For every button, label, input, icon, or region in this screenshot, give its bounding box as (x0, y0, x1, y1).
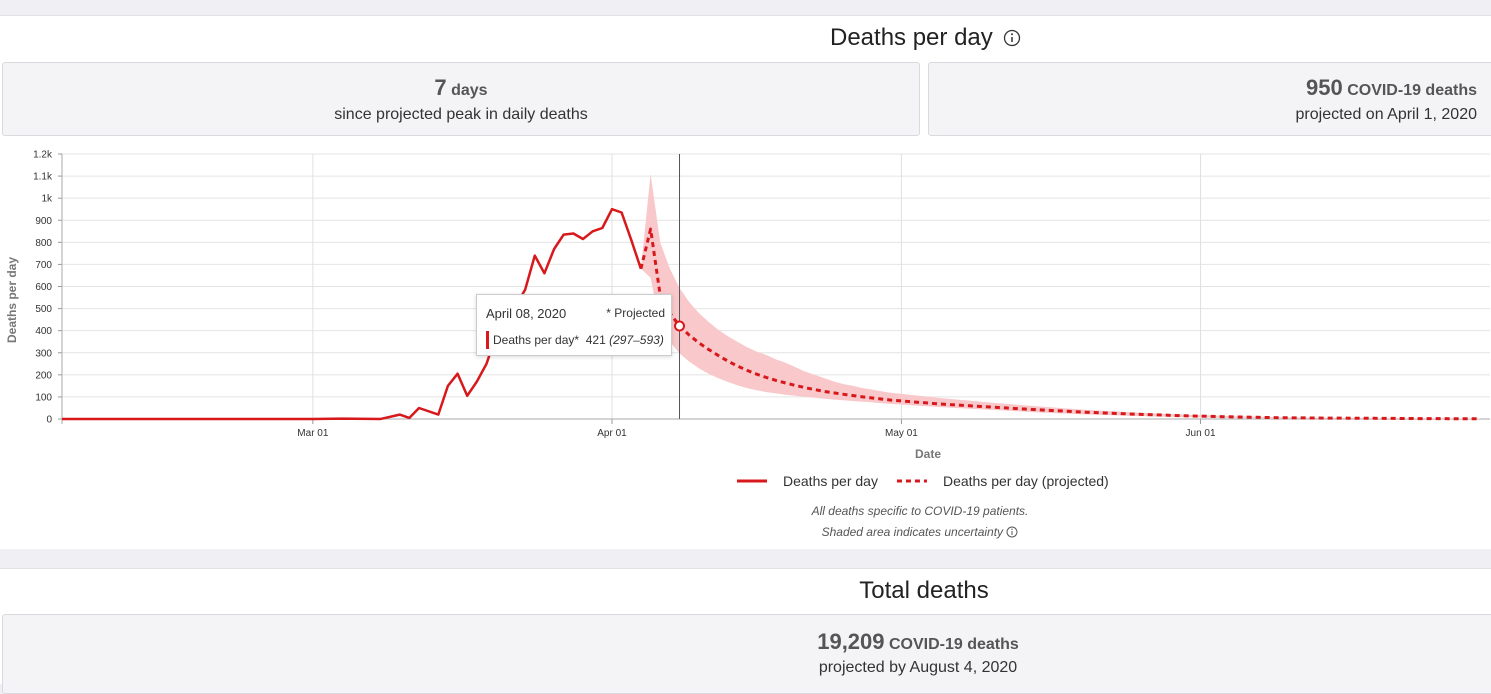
y-tick-label: 100 (35, 392, 52, 403)
footnote: Shaded area indicates uncertainty (821, 525, 1004, 539)
tooltip-value: 421 (585, 333, 606, 347)
tooltip-label: Deaths per day* (493, 333, 580, 347)
peak-deaths-card: 950 COVID-19 deaths projected on April 1… (928, 62, 1491, 136)
y-tick-label: 800 (35, 238, 52, 249)
stat-unit: COVID-19 deaths (888, 636, 1019, 653)
tooltip-date: April 08, 2020 (486, 306, 567, 321)
tooltip-swatch (486, 331, 489, 349)
y-tick-label: 1.1k (33, 172, 53, 183)
y-tick-label: 300 (35, 348, 52, 359)
footnote: All deaths specific to COVID-19 patients… (811, 504, 1029, 518)
x-tick-label: Apr 01 (597, 428, 627, 439)
stat-caption: projected by August 4, 2020 (818, 659, 1018, 676)
stat-unit: days (451, 82, 488, 99)
section-title: Total deaths (859, 577, 989, 604)
x-tick-label: Mar 01 (297, 428, 329, 439)
tooltip: April 08, 2020 * Projected Deaths per da… (476, 294, 672, 356)
stat-number: 950 (1306, 75, 1343, 100)
x-axis-title: Date (915, 447, 941, 461)
projected-line (639, 227, 1481, 421)
y-tick-label: 700 (35, 260, 52, 271)
y-axis-title: Deaths per day (5, 257, 19, 343)
legend-label: Deaths per day (783, 473, 878, 489)
hover-marker (674, 320, 686, 332)
tooltip-note: * Projected (606, 306, 665, 320)
stat-unit: COVID-19 deaths (1347, 82, 1477, 99)
chart: 0 100 200 300 400 500 600 700 800 900 1k 1.1k 1.2k Ma… (5, 150, 1490, 489)
y-tick-label: 600 (35, 282, 52, 293)
stat-caption: projected on April 1, 2020 (1295, 106, 1477, 123)
uncertainty-band (640, 173, 1481, 419)
y-tick-label: 500 (35, 304, 52, 315)
y-tick-label: 0 (46, 415, 52, 426)
y-tick-label: 200 (35, 370, 52, 381)
y-tick-label: 900 (35, 216, 52, 227)
x-tick-label: Jun 01 (1186, 428, 1216, 439)
stat-caption: since projected peak in daily deaths (334, 106, 588, 123)
y-tick-label: 400 (35, 326, 52, 337)
stat-number: 7 (434, 75, 447, 100)
y-tick-label: 1k (41, 194, 53, 205)
y-tick-label: 1.2k (33, 150, 53, 161)
x-tick-label: May 01 (885, 428, 918, 439)
title-text: Deaths per day (830, 24, 993, 51)
info-icon[interactable] (1003, 29, 1021, 47)
section-title: Deaths per day (830, 24, 1021, 52)
info-icon[interactable] (1006, 526, 1018, 538)
peak-card: 7 days since projected peak in daily dea… (2, 62, 920, 136)
total-card: 19,209 COVID-19 deaths projected by Augu… (2, 614, 1491, 694)
legend-label: Deaths per day (projected) (943, 473, 1109, 489)
stat-number: 19,209 (817, 629, 885, 654)
tooltip-range: (297–593) (609, 333, 664, 347)
